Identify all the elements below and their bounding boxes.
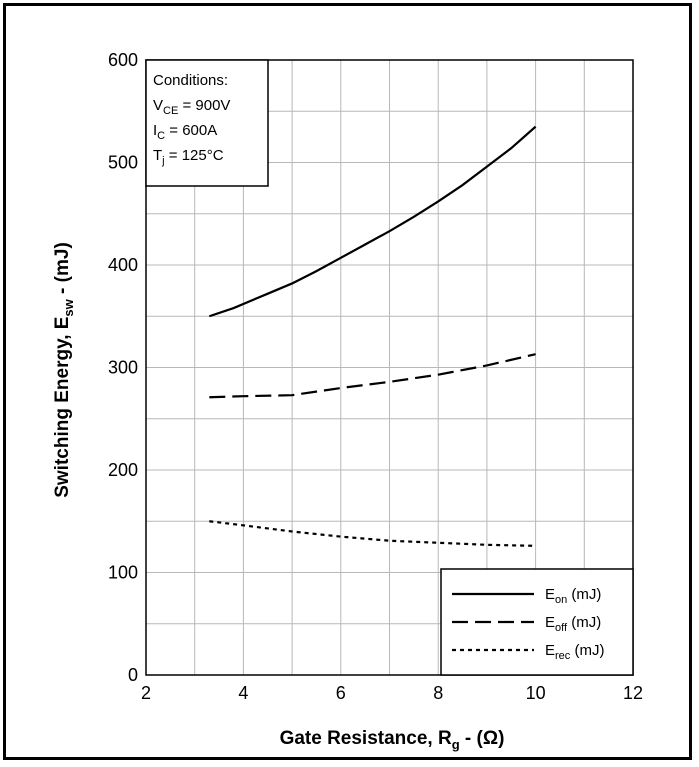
condition-ic: IC = 600A xyxy=(153,122,217,142)
y-tick-label: 200 xyxy=(108,460,138,480)
x-tick-label: 6 xyxy=(336,683,346,703)
x-tick-label: 4 xyxy=(238,683,248,703)
x-tick-label: 8 xyxy=(433,683,443,703)
y-tick-label: 300 xyxy=(108,358,138,378)
legend-label-eoff: Eoff (mJ) xyxy=(545,614,601,634)
y-tick-label: 100 xyxy=(108,563,138,583)
x-tick-label: 12 xyxy=(623,683,643,703)
legend-label-eon: Eon (mJ) xyxy=(545,586,601,606)
legend-label-erec: Erec (mJ) xyxy=(545,642,604,662)
series-eon-line xyxy=(208,125,537,318)
conditions-box: Conditions: VCE = 900V IC = 600A Tj = 12… xyxy=(145,59,269,187)
series-lines xyxy=(208,125,537,547)
y-tick-label: 600 xyxy=(108,50,138,70)
x-tick-label: 10 xyxy=(526,683,546,703)
legend: Eon (mJ) Eoff (mJ) Erec (mJ) xyxy=(440,568,634,676)
x-tick-label: 2 xyxy=(141,683,151,703)
x-axis-label: Gate Resistance, Rg - (Ω) xyxy=(280,728,505,752)
series-erec-line xyxy=(209,520,536,547)
tick-labels: 2 4 6 8 10 12 0 100 200 300 400 500 600 xyxy=(108,50,643,703)
condition-vce: VCE = 900V xyxy=(153,97,230,117)
y-axis-label: Switching Energy, Esw - (mJ) xyxy=(52,242,76,498)
conditions-title: Conditions: xyxy=(153,72,228,89)
plot-area xyxy=(145,59,634,676)
condition-tj: Tj = 125°C xyxy=(153,147,224,167)
y-tick-label: 0 xyxy=(128,665,138,685)
y-tick-label: 500 xyxy=(108,153,138,173)
y-tick-label: 400 xyxy=(108,255,138,275)
